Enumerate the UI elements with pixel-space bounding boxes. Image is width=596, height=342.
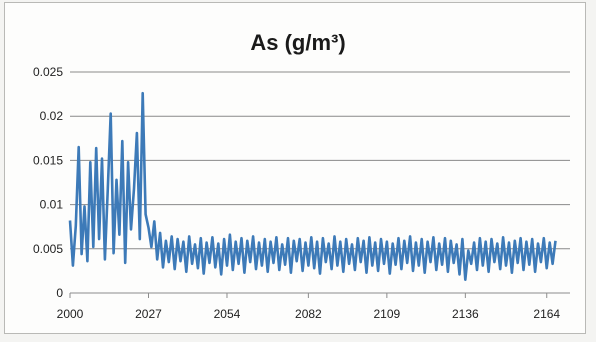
series-line [68, 91, 557, 282]
chart-title: As (g/m³) [250, 30, 345, 55]
x-tick-label: 2027 [135, 307, 162, 321]
x-tick-label: 2082 [295, 307, 322, 321]
y-tick-label: 0.015 [33, 153, 63, 167]
x-tick-label: 2000 [57, 307, 84, 321]
y-tick-label: 0.025 [33, 65, 63, 79]
y-axis-ticks: 0 0.005 0.01 0.015 0.02 0.025 [33, 65, 63, 300]
x-axis-ticks: 2000 2027 2054 2082 2109 2136 2164 [57, 293, 560, 321]
y-tick-label: 0.02 [40, 109, 64, 123]
series-group [68, 91, 557, 282]
x-tick-label: 2164 [533, 307, 560, 321]
y-tick-label: 0.005 [33, 242, 63, 256]
x-tick-label: 2109 [374, 307, 401, 321]
y-tick-label: 0.01 [40, 198, 64, 212]
x-tick-label: 2054 [214, 307, 241, 321]
y-tick-label: 0 [56, 286, 63, 300]
x-tick-label: 2136 [452, 307, 479, 321]
